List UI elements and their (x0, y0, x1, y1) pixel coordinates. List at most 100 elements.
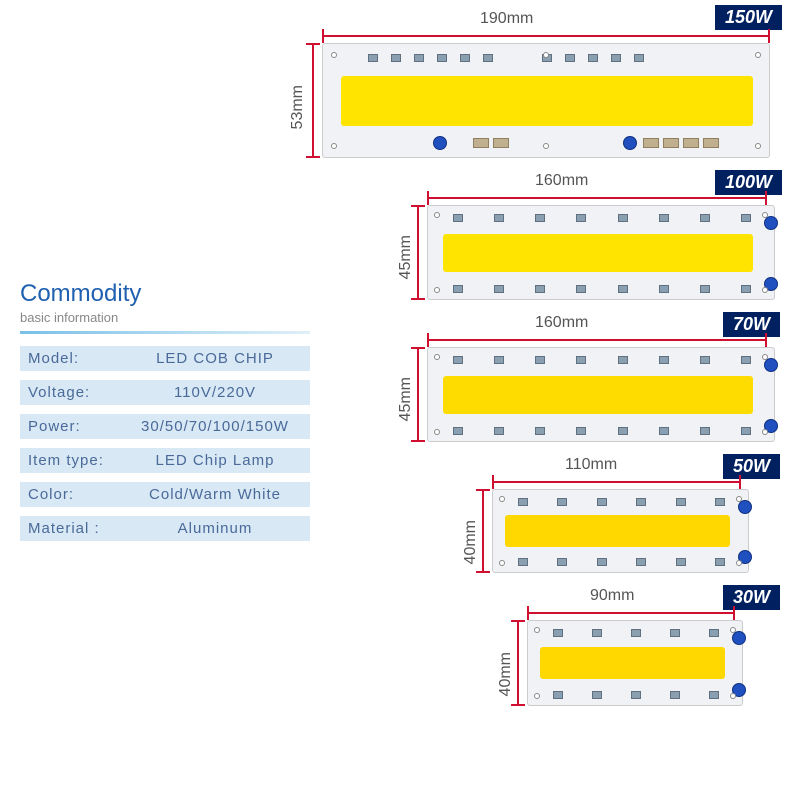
smd-pad (553, 629, 563, 637)
mount-hole (762, 287, 768, 293)
spec-value: 110V/220V (128, 384, 302, 401)
smd-pad (631, 691, 641, 699)
capacitor (738, 500, 752, 514)
smd-pad (618, 427, 628, 435)
smd-pad (535, 214, 545, 222)
smd-pad (518, 558, 528, 566)
smd-pad (618, 214, 628, 222)
smd-pad (618, 285, 628, 293)
mount-hole (331, 143, 337, 149)
smd-pad (453, 356, 463, 364)
dimension-line-horizontal (492, 481, 741, 483)
wattage-badge: 150W (715, 5, 782, 30)
smd-pad (700, 285, 710, 293)
capacitor (764, 358, 778, 372)
mount-hole (534, 693, 540, 699)
smd-pad (453, 214, 463, 222)
smd-pad (494, 356, 504, 364)
width-label: 160mm (535, 314, 588, 332)
smd-pad (676, 558, 686, 566)
width-label: 90mm (590, 587, 634, 605)
mount-hole (736, 496, 742, 502)
capacitor (764, 216, 778, 230)
dimension-line-vertical (482, 489, 484, 573)
smd-pad (576, 214, 586, 222)
smd-pad (565, 54, 575, 62)
spec-value: LED COB CHIP (128, 350, 302, 367)
spec-row: Color:Cold/Warm White (20, 482, 310, 507)
smd-pad (670, 691, 680, 699)
resistor (473, 138, 489, 148)
smd-pad (715, 558, 725, 566)
mount-hole (543, 52, 549, 58)
width-label: 110mm (565, 456, 617, 474)
smd-pad (659, 356, 669, 364)
smd-pad (618, 356, 628, 364)
height-label: 45mm (397, 377, 415, 421)
smd-pad (700, 356, 710, 364)
wattage-badge: 30W (723, 585, 780, 610)
led-chip-board (427, 205, 775, 300)
smd-pad (576, 356, 586, 364)
smd-pad (659, 427, 669, 435)
width-label: 190mm (480, 10, 533, 28)
commodity-panel: Commodity basic information Model:LED CO… (20, 280, 310, 550)
mount-hole (730, 627, 736, 633)
resistor (663, 138, 679, 148)
dimension-line-horizontal (322, 35, 770, 37)
mount-hole (499, 496, 505, 502)
smd-pad (592, 629, 602, 637)
led-strip (540, 647, 725, 679)
smd-pad (553, 691, 563, 699)
smd-pad (494, 285, 504, 293)
resistor (683, 138, 699, 148)
wattage-badge: 100W (715, 170, 782, 195)
capacitor (623, 136, 637, 150)
spec-label: Power: (28, 418, 128, 435)
smd-pad (741, 427, 751, 435)
spec-row: Material :Aluminum (20, 516, 310, 541)
smd-pad (494, 214, 504, 222)
led-strip (443, 234, 753, 272)
smd-pad (741, 214, 751, 222)
smd-pad (709, 691, 719, 699)
mount-hole (499, 560, 505, 566)
spec-label: Item type: (28, 452, 128, 469)
smd-pad (368, 54, 378, 62)
dimension-line-vertical (417, 205, 419, 300)
smd-pad (483, 54, 493, 62)
mount-hole (736, 560, 742, 566)
wattage-badge: 70W (723, 312, 780, 337)
smd-pad (494, 427, 504, 435)
smd-pad (636, 558, 646, 566)
smd-pad (634, 54, 644, 62)
led-chip-board (527, 620, 743, 706)
smd-pad (597, 498, 607, 506)
led-strip (505, 515, 730, 547)
smd-pad (670, 629, 680, 637)
smd-pad (557, 498, 567, 506)
smd-pad (535, 356, 545, 364)
smd-pad (592, 691, 602, 699)
smd-pad (741, 356, 751, 364)
smd-pad (715, 498, 725, 506)
smd-pad (576, 427, 586, 435)
smd-pad (557, 558, 567, 566)
spec-label: Voltage: (28, 384, 128, 401)
commodity-title: Commodity (20, 280, 310, 308)
spec-row: Item type:LED Chip Lamp (20, 448, 310, 473)
spec-label: Model: (28, 350, 128, 367)
dimension-line-vertical (312, 43, 314, 158)
mount-hole (762, 354, 768, 360)
smd-pad (518, 498, 528, 506)
divider (20, 331, 310, 334)
height-label: 45mm (397, 235, 415, 279)
smd-pad (700, 427, 710, 435)
height-label: 53mm (289, 85, 307, 129)
height-label: 40mm (497, 652, 515, 696)
smd-pad (597, 558, 607, 566)
smd-pad (709, 629, 719, 637)
spec-label: Color: (28, 486, 128, 503)
mount-hole (434, 354, 440, 360)
smd-pad (741, 285, 751, 293)
